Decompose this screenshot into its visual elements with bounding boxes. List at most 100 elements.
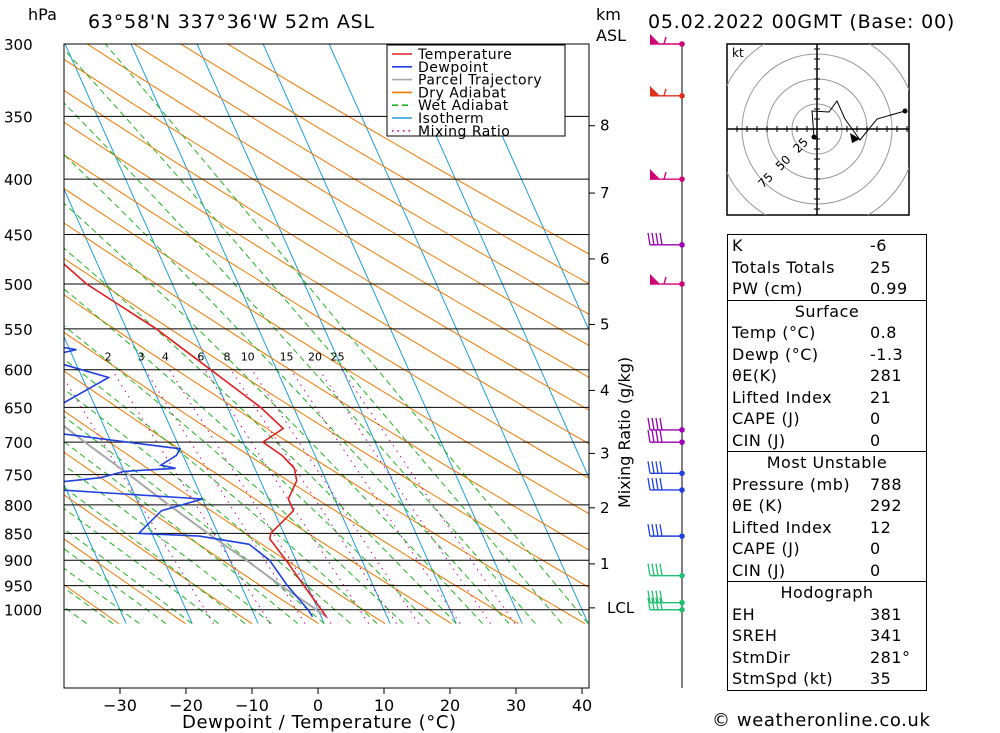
dry-adiabat-line — [64, 154, 589, 479]
wet-adiabat-line — [64, 247, 457, 624]
wet-adiabat-line — [64, 358, 378, 624]
index-value: 25 — [870, 257, 892, 277]
plot-frame — [63, 43, 590, 689]
wind-feather — [659, 461, 663, 474]
index-label: Lifted Index — [732, 517, 833, 537]
wind-feather — [655, 563, 659, 576]
wind-feather — [647, 461, 651, 474]
legend-entry: Isotherm — [418, 111, 484, 127]
wind-feather — [659, 590, 663, 603]
mixing-ratio-line — [290, 369, 461, 624]
x-axis-title: Dewpoint / Temperature (°C) — [182, 712, 457, 733]
index-label: StmDir — [732, 647, 791, 667]
km-tick-label: 8 — [600, 117, 610, 135]
index-value: 0.8 — [870, 323, 897, 342]
wet-adiabat-line — [64, 48, 563, 624]
wind-feather — [647, 590, 651, 603]
km-tick-label: LCL — [607, 599, 635, 617]
wind-feather — [651, 597, 655, 610]
wind-feather — [647, 417, 651, 431]
pressure-axis: 300 350 400 450 500 550 600 650 700 750 800 850 900 9… — [4, 36, 42, 620]
pressure-tick-label: 900 — [4, 552, 33, 570]
height-axis: 8 7 6 5 4 3 2 1 LCL — [589, 117, 635, 617]
isotherm-line — [64, 44, 325, 624]
pressure-tick-label: 300 — [4, 36, 33, 54]
indices-table: K -6 Totals Totals 25 PW (cm) 0.99 Surface Temp… — [727, 234, 927, 691]
pressure-tick-label: 350 — [4, 108, 33, 126]
pressure-tick-label: 1000 — [4, 602, 42, 620]
index-label: Totals Totals — [732, 257, 835, 277]
index-row: CAPE (J) 0 — [728, 408, 927, 430]
wind-feather — [659, 563, 663, 576]
wind-barb — [647, 563, 685, 579]
wet-adiabat-line — [64, 507, 219, 624]
x-tick-label: 10 — [374, 696, 394, 715]
pressure-tick-label: 700 — [4, 434, 33, 452]
credit-text: © weatheronline.co.uk — [712, 710, 931, 731]
wind-feather — [647, 232, 651, 245]
wind-feather — [655, 417, 659, 431]
wind-pennant — [650, 169, 660, 180]
dry-adiabat-line — [133, 44, 589, 315]
dewpoint-line — [64, 346, 314, 618]
wind-feather — [663, 36, 667, 45]
mixing-ratio-line — [204, 369, 370, 624]
x-tick-label: 0 — [313, 696, 323, 715]
index-value: 12 — [870, 517, 892, 537]
wind-barb — [647, 232, 685, 248]
wind-feather — [647, 597, 651, 610]
dry-adiabat-line — [226, 44, 589, 255]
wind-feather — [655, 461, 659, 474]
index-value: -6 — [870, 236, 887, 255]
wind-feather — [651, 524, 655, 537]
wind-feather — [651, 590, 655, 603]
mixing-ratio-axis-title: Mixing Ratio (g/kg) — [615, 357, 634, 508]
isotherm-line — [196, 44, 457, 624]
p-unit-label: hPa — [28, 5, 57, 24]
wind-feather — [651, 563, 655, 576]
mixing-ratio-line — [168, 369, 332, 624]
index-value: 0 — [870, 430, 881, 450]
wind-barb — [647, 477, 685, 493]
wind-barb — [650, 274, 685, 287]
pressure-tick-label: 950 — [4, 578, 33, 596]
index-label: θE(K) — [732, 366, 778, 385]
km-tick-label: 5 — [600, 316, 610, 334]
index-row: Lifted Index 12 — [728, 517, 927, 539]
wet-adiabat-line — [64, 288, 431, 624]
profile-series — [64, 262, 328, 618]
wind-feather — [647, 477, 651, 491]
wet-adiabat-line — [64, 388, 351, 624]
mixing-ratio-value: 20 — [308, 350, 322, 363]
mixing-ratio-value: 2 — [105, 350, 112, 363]
mixing-ratio-value: 10 — [241, 350, 255, 363]
storm-motion-arrow — [850, 133, 860, 143]
mixing-ratio-value: 4 — [162, 350, 169, 363]
index-value: -1.3 — [870, 344, 904, 364]
wind-feather — [647, 430, 651, 443]
isotherm-line — [130, 44, 391, 624]
index-label: SREH — [732, 626, 778, 645]
wind-feather — [655, 524, 659, 537]
legend-entry: Dewpoint — [418, 60, 489, 76]
index-label: Pressure (mb) — [732, 474, 851, 494]
dry-adiabat-line — [64, 89, 589, 411]
dry-adiabat-line — [64, 370, 452, 625]
pressure-tick-label: 400 — [4, 171, 33, 189]
hodograph-unit: kt — [732, 46, 744, 60]
index-row: Totals Totals 25 — [728, 257, 927, 279]
x-tick-label: −30 — [103, 696, 137, 715]
index-value: 0.99 — [870, 279, 908, 298]
run-title: 05.02.2022 00GMT (Base: 00) — [648, 11, 955, 33]
index-row: EH 381 — [728, 604, 927, 626]
wind-feather — [659, 477, 663, 491]
km-unit-label: km — [596, 5, 621, 24]
wind-barb — [647, 417, 685, 433]
wind-pennant — [650, 85, 660, 96]
x-tick-label: 30 — [506, 696, 526, 715]
mixing-ratio-value: 6 — [197, 350, 204, 363]
wet-adiabat-line — [64, 441, 299, 624]
wind-feather — [651, 232, 655, 245]
x-tick-label: −10 — [235, 696, 269, 715]
dry-adiabat-line — [64, 538, 186, 625]
